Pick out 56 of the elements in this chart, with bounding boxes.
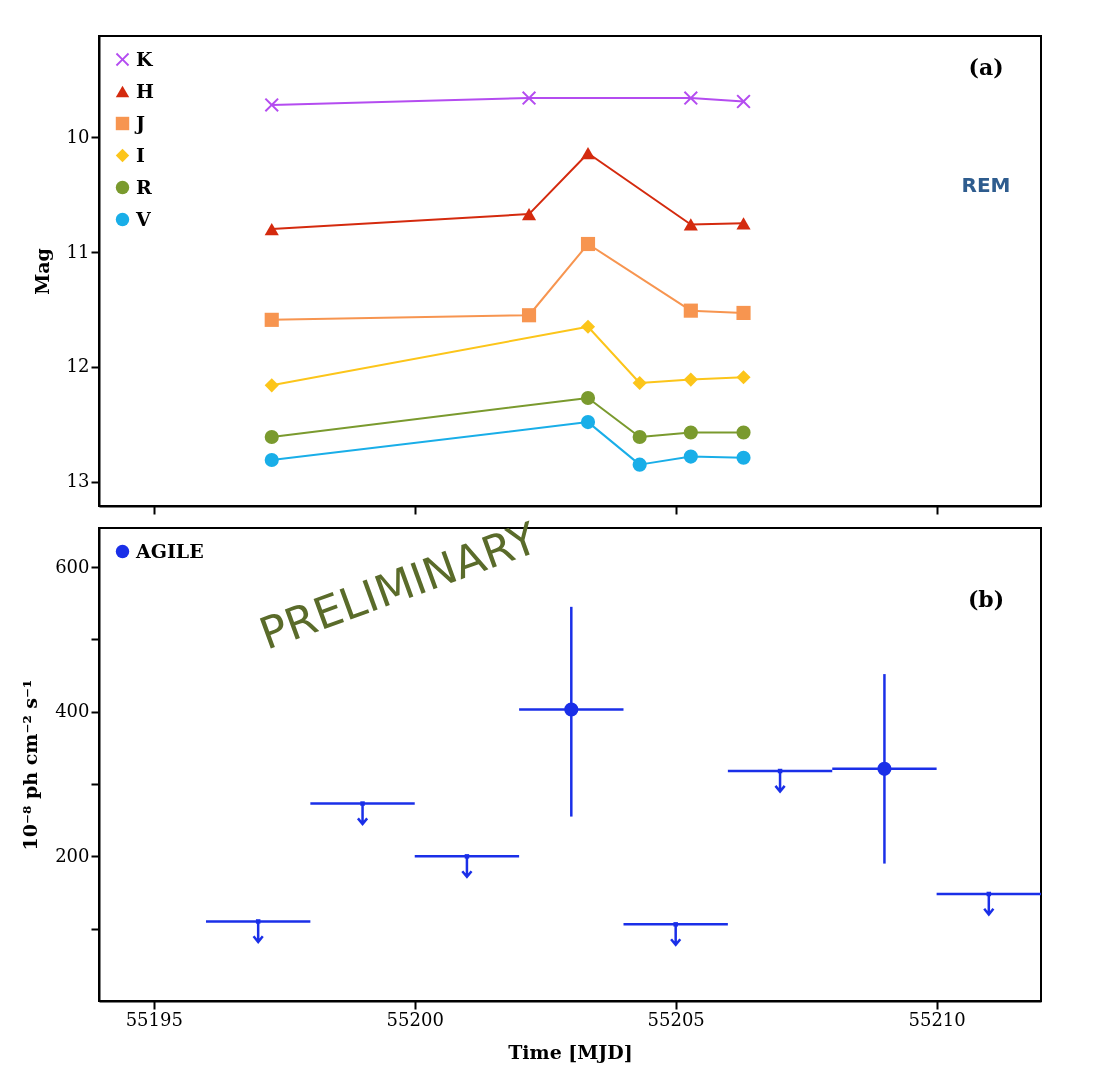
- point: [521, 90, 537, 106]
- y-tick-label: 600: [55, 555, 90, 577]
- legend-label: K: [136, 47, 154, 70]
- legend-label: H: [136, 79, 154, 102]
- point: [632, 429, 647, 445]
- point: [683, 90, 698, 106]
- point: [564, 702, 579, 717]
- point: [264, 97, 279, 113]
- point: [683, 372, 698, 387]
- legend-label: AGILE: [135, 539, 204, 562]
- y-tick-label: 11: [66, 240, 90, 262]
- legend-label: J: [134, 111, 145, 134]
- x-tick-label: 55210: [908, 1008, 966, 1030]
- point: [580, 415, 596, 430]
- point: [736, 450, 751, 465]
- legend-label: I: [136, 143, 145, 166]
- point: [632, 457, 647, 472]
- point: [736, 305, 751, 321]
- y-tick-label: 200: [55, 844, 90, 866]
- point: [264, 378, 279, 393]
- point: [683, 303, 698, 318]
- point: [736, 370, 751, 385]
- point: [683, 425, 698, 440]
- point: [580, 147, 596, 160]
- point: [580, 319, 596, 334]
- annotation: REM: [961, 173, 1011, 197]
- point: [632, 375, 647, 391]
- y-tick-label: 12: [66, 355, 90, 377]
- x-tick-label: 55200: [386, 1008, 444, 1030]
- annotation: (a): [968, 54, 1004, 80]
- x-tick-label: 55195: [125, 1008, 183, 1030]
- point: [264, 452, 279, 468]
- legend-label: R: [136, 175, 152, 198]
- point: [683, 218, 698, 231]
- y-axis-title: 10⁻⁸ ph cm⁻² s⁻¹: [19, 679, 42, 851]
- point: [521, 308, 537, 323]
- x-tick-label: 55205: [647, 1008, 705, 1030]
- point: [264, 312, 279, 327]
- point: [580, 236, 596, 252]
- point: [877, 761, 892, 776]
- point: [264, 222, 279, 236]
- point: [521, 207, 537, 221]
- point: [736, 425, 751, 440]
- point: [736, 217, 751, 230]
- point: [683, 449, 698, 464]
- legend-label: V: [135, 207, 152, 230]
- y-tick-label: 13: [66, 470, 90, 492]
- point: [736, 94, 751, 109]
- x-axis-title: Time [MJD]: [508, 1040, 633, 1063]
- y-axis-title: Mag: [30, 248, 53, 295]
- y-tick-label: 10: [66, 125, 90, 147]
- annotation: (b): [967, 586, 1005, 612]
- point: [360, 801, 365, 806]
- y-tick-label: 400: [55, 700, 90, 722]
- point: [264, 429, 279, 445]
- point: [580, 390, 596, 406]
